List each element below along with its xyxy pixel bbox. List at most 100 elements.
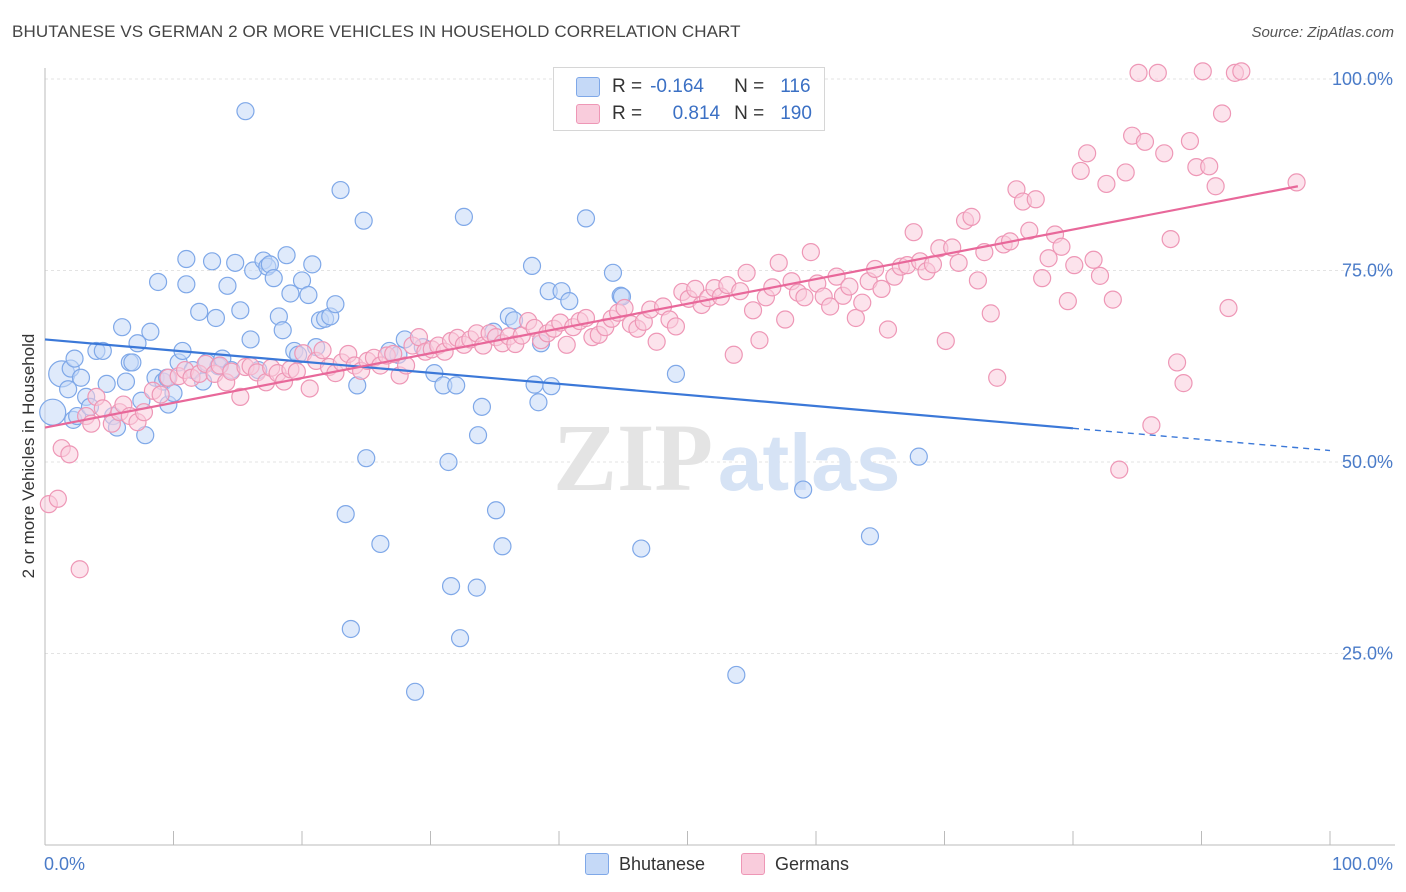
- legend-n-value: 116: [780, 76, 811, 97]
- correlation-legend: R = -0.164 N = 116 R = 0.814 N = 190: [553, 67, 825, 131]
- data-point: [218, 276, 237, 295]
- data-point: [632, 539, 651, 558]
- data-point: [576, 209, 596, 228]
- y-tick-label: 100.0%: [1332, 69, 1393, 89]
- data-point: [904, 223, 923, 242]
- axes: [44, 68, 1395, 846]
- bottom-legend-germans: Germans: [741, 851, 849, 877]
- data-point: [1071, 161, 1090, 181]
- data-point: [71, 368, 91, 387]
- bottom-legend-label: Germans: [775, 853, 850, 874]
- data-point: [1097, 174, 1116, 194]
- data-point: [384, 344, 403, 364]
- data-point: [1065, 256, 1084, 275]
- data-point: [853, 293, 872, 312]
- data-point: [1078, 144, 1097, 163]
- data-point: [750, 331, 769, 350]
- trend-line: [44, 338, 1074, 430]
- data-point: [560, 292, 579, 311]
- data-point: [542, 377, 561, 396]
- y-tick-label: 50.0%: [1342, 452, 1393, 472]
- data-point: [1155, 144, 1174, 163]
- data-point: [1148, 63, 1167, 82]
- chart-title: BHUTANESE VS GERMAN 2 OR MORE VEHICLES I…: [12, 22, 741, 41]
- data-point: [525, 375, 544, 394]
- data-point: [1052, 237, 1071, 256]
- data-point: [731, 282, 750, 301]
- data-point: [1200, 157, 1219, 176]
- data-point: [486, 501, 506, 520]
- data-point: [936, 331, 955, 351]
- watermark-zip: ZIP: [553, 404, 713, 511]
- data-point: [949, 253, 968, 272]
- bottom-swatch-germans: [741, 853, 765, 875]
- data-point: [647, 332, 666, 351]
- data-point: [686, 279, 705, 298]
- data-point: [821, 297, 840, 316]
- trend-line-extension: [1072, 427, 1331, 452]
- data-point: [226, 253, 245, 272]
- data-point: [123, 353, 142, 372]
- data-point: [93, 341, 112, 361]
- data-point: [454, 207, 474, 226]
- legend-r-value: 0.814: [672, 103, 721, 124]
- data-point: [1206, 177, 1225, 196]
- data-point: [231, 387, 250, 406]
- data-point: [116, 372, 136, 391]
- data-point: [860, 527, 880, 546]
- data-point: [303, 255, 322, 274]
- data-point: [724, 345, 743, 364]
- bottom-swatch-bhutanese: [585, 853, 609, 875]
- legend-swatch-bhutanese: [576, 77, 600, 97]
- data-point: [776, 310, 795, 329]
- y-axis-title: 2 or more Vehicles in Household: [19, 334, 38, 579]
- data-point: [1039, 249, 1058, 268]
- data-point: [357, 449, 376, 468]
- data-point: [878, 320, 898, 339]
- data-point: [840, 277, 859, 296]
- x-tick-label: 0.0%: [44, 854, 85, 874]
- data-point: [968, 271, 988, 290]
- data-point: [1142, 416, 1161, 435]
- data-point: [872, 279, 891, 298]
- bottom-legend-label: Bhutanese: [619, 853, 706, 874]
- data-point: [981, 304, 1000, 323]
- data-point: [277, 246, 296, 265]
- y-tick-label: 75.0%: [1342, 261, 1393, 281]
- data-point: [231, 301, 250, 320]
- data-point: [1212, 104, 1232, 123]
- data-point: [468, 426, 488, 445]
- data-point: [273, 321, 292, 340]
- data-point: [1167, 353, 1187, 372]
- series-bhutanese: [39, 102, 928, 701]
- data-point: [909, 447, 928, 466]
- legend-n-value: 190: [780, 103, 812, 124]
- legend-swatch-germans: [576, 104, 600, 124]
- data-point: [331, 180, 350, 200]
- data-point: [439, 452, 458, 472]
- data-point: [666, 317, 686, 336]
- data-point: [326, 295, 345, 314]
- chart-source: Source: ZipAtlas.com: [1251, 24, 1394, 41]
- data-point: [493, 537, 512, 556]
- data-point: [177, 275, 196, 294]
- data-point: [801, 243, 820, 262]
- data-point: [1084, 250, 1103, 269]
- data-point: [988, 368, 1007, 387]
- y-tick-label: 25.0%: [1342, 644, 1393, 664]
- data-point: [603, 263, 623, 282]
- data-point: [557, 335, 576, 354]
- data-point: [300, 379, 319, 398]
- data-point: [529, 393, 548, 412]
- data-point: [112, 318, 132, 337]
- data-point: [299, 285, 318, 305]
- data-point: [450, 629, 470, 648]
- data-point: [1090, 266, 1110, 285]
- data-point: [1020, 221, 1039, 240]
- tick-labels: 25.0% 50.0% 75.0% 100.0% 0.0% 100.0%: [44, 69, 1393, 874]
- data-point: [371, 534, 390, 554]
- data-point: [1174, 374, 1193, 393]
- series-germans: [39, 62, 1306, 579]
- data-point: [39, 398, 67, 426]
